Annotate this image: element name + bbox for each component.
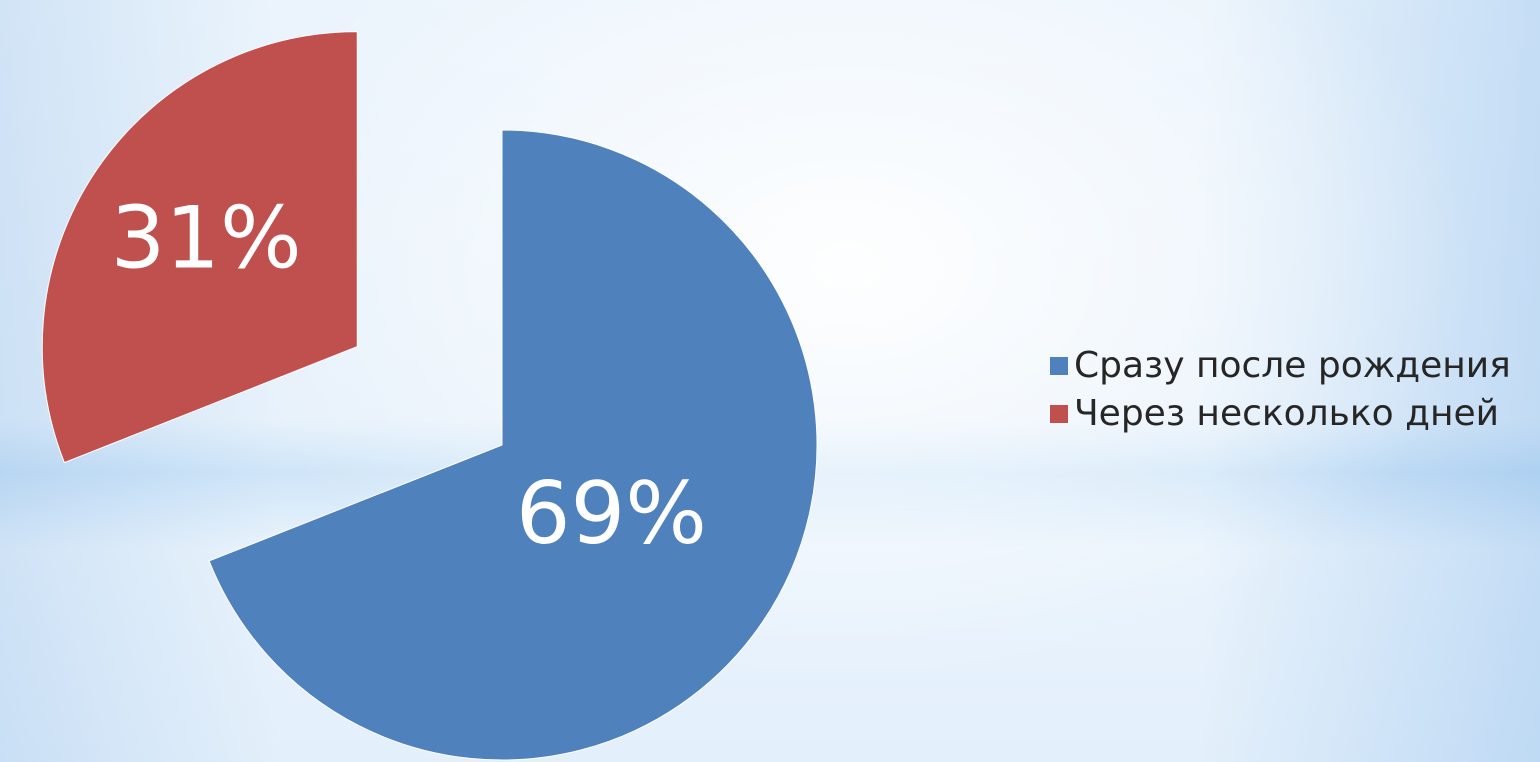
chart-legend: Сразу после рождения Через несколько дне… [1050,342,1511,438]
legend-item-after-days: Через несколько дней [1050,390,1511,438]
legend-label: Через несколько дней [1074,393,1500,434]
slice-label-immediately: 69% [516,464,707,564]
legend-label: Сразу после рождения [1074,345,1511,386]
legend-swatch-blue [1050,357,1068,375]
pie-slice-immediately [208,129,818,761]
legend-item-immediately: Сразу после рождения [1050,342,1511,390]
pie-slice-after-days [41,31,358,464]
slice-label-after-days: 31% [111,188,302,288]
legend-swatch-red [1050,405,1068,423]
